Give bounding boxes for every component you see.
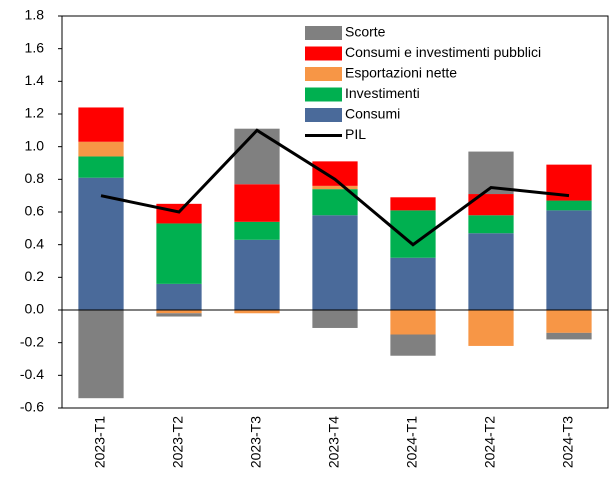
y-tick-label: 1.8 bbox=[25, 7, 45, 23]
legend-label: Scorte bbox=[345, 24, 386, 40]
bar bbox=[78, 310, 124, 399]
legend-label: Consumi e investimenti pubblici bbox=[345, 44, 541, 60]
bar bbox=[234, 239, 280, 310]
bar bbox=[78, 107, 124, 142]
y-tick-label: 1.2 bbox=[25, 105, 45, 121]
bar bbox=[468, 310, 514, 346]
bar bbox=[234, 310, 280, 314]
legend-swatch bbox=[305, 26, 342, 40]
bar bbox=[156, 203, 202, 224]
bar bbox=[468, 233, 514, 310]
legend-label: Investimenti bbox=[345, 85, 420, 101]
bar bbox=[546, 310, 592, 333]
legend-label: Esportazioni nette bbox=[345, 65, 457, 81]
bar bbox=[390, 310, 436, 335]
x-tick-label: 2023-T3 bbox=[248, 416, 264, 468]
line-series bbox=[100, 128, 570, 247]
y-tick-label: -0.4 bbox=[20, 366, 44, 382]
x-tick-label: 2023-T2 bbox=[170, 416, 186, 468]
bar bbox=[468, 194, 514, 216]
legend-swatch bbox=[305, 87, 342, 102]
bar bbox=[546, 210, 592, 310]
legend-label: Consumi bbox=[345, 106, 400, 122]
legend-swatch bbox=[305, 67, 342, 81]
bar bbox=[234, 184, 280, 222]
bar bbox=[156, 310, 202, 314]
bar bbox=[390, 334, 436, 356]
x-tick-label: 2023-T1 bbox=[92, 416, 108, 468]
bar bbox=[312, 161, 358, 186]
y-tick-label: 0.6 bbox=[25, 203, 45, 219]
bar bbox=[312, 310, 358, 328]
bar bbox=[546, 332, 592, 340]
x-tick-label: 2024-T2 bbox=[482, 416, 498, 468]
bar bbox=[78, 156, 124, 178]
y-tick-label: 0.8 bbox=[25, 170, 45, 186]
bar bbox=[156, 313, 202, 317]
legend-swatch bbox=[305, 108, 342, 122]
y-tick-label: 0.4 bbox=[25, 235, 45, 251]
y-tick-label: 1.4 bbox=[25, 72, 45, 88]
bar bbox=[312, 185, 358, 190]
bar bbox=[234, 128, 280, 185]
bar bbox=[78, 141, 124, 157]
bar bbox=[156, 283, 202, 310]
bar bbox=[312, 215, 358, 310]
bar bbox=[156, 223, 202, 284]
bar bbox=[546, 200, 592, 211]
y-tick-label: -0.2 bbox=[20, 333, 44, 349]
y-tick-label: 0.2 bbox=[25, 268, 45, 284]
y-tick-label: 1.0 bbox=[25, 137, 45, 153]
y-tick-label: 1.6 bbox=[25, 39, 45, 55]
x-tick-label: 2024-T3 bbox=[560, 416, 576, 468]
bar bbox=[390, 197, 436, 211]
x-tick-label: 2023-T4 bbox=[326, 416, 342, 468]
bar bbox=[468, 215, 514, 234]
bar bbox=[234, 221, 280, 240]
legend-swatch bbox=[305, 46, 342, 61]
y-tick-label: 0.0 bbox=[25, 301, 45, 317]
bar bbox=[390, 257, 436, 310]
legend-label: PIL bbox=[345, 126, 366, 142]
y-tick-label: -0.6 bbox=[20, 399, 44, 415]
x-tick-label: 2024-T1 bbox=[404, 416, 420, 468]
